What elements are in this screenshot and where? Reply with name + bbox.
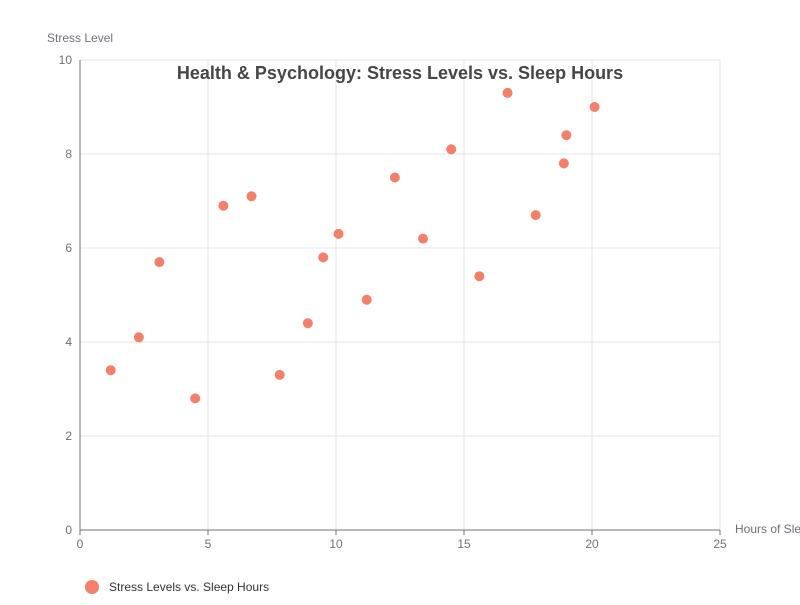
data-points — [105, 87, 600, 404]
x-axis-label: Hours of Sleep — [735, 522, 800, 536]
data-point[interactable] — [133, 332, 144, 343]
y-tick-label: 2 — [65, 429, 72, 443]
data-point[interactable] — [361, 294, 372, 305]
data-point[interactable] — [589, 102, 600, 112]
axes: 0 2 4 6 8 10 0 5 10 15 20 25 — [59, 53, 727, 551]
data-point[interactable] — [418, 233, 429, 244]
x-tick-label: 10 — [329, 537, 343, 551]
y-tick-label: 4 — [65, 335, 72, 349]
data-point[interactable] — [502, 87, 513, 98]
data-point[interactable] — [246, 191, 257, 202]
x-tick-label: 5 — [205, 537, 212, 551]
y-tick-label: 8 — [65, 147, 72, 161]
data-point[interactable] — [318, 252, 329, 263]
data-point[interactable] — [530, 210, 541, 221]
legend-marker[interactable] — [85, 580, 99, 594]
legend[interactable]: Stress Levels vs. Sleep Hours — [85, 580, 269, 594]
x-tick-label: 0 — [77, 537, 84, 551]
grid-lines — [80, 59, 721, 530]
y-axis-label: Stress Level — [47, 31, 113, 45]
data-point[interactable] — [218, 200, 229, 211]
data-point[interactable] — [446, 144, 457, 155]
x-tick-label: 20 — [585, 537, 599, 551]
data-point[interactable] — [274, 369, 285, 380]
x-tick-label: 25 — [713, 537, 727, 551]
data-point[interactable] — [389, 172, 400, 183]
data-point[interactable] — [190, 393, 201, 404]
data-point[interactable] — [561, 130, 572, 141]
x-tick-label: 15 — [457, 537, 471, 551]
data-point[interactable] — [105, 365, 116, 376]
y-tick-label: 10 — [59, 53, 73, 67]
y-tick-label: 0 — [65, 523, 72, 537]
legend-label[interactable]: Stress Levels vs. Sleep Hours — [109, 580, 269, 594]
data-point[interactable] — [333, 228, 344, 239]
data-point[interactable] — [302, 318, 313, 329]
data-point[interactable] — [474, 271, 485, 282]
data-point[interactable] — [558, 158, 569, 169]
y-tick-label: 6 — [65, 241, 72, 255]
data-point[interactable] — [154, 257, 165, 268]
chart-title: Health & Psychology: Stress Levels vs. S… — [177, 63, 623, 83]
